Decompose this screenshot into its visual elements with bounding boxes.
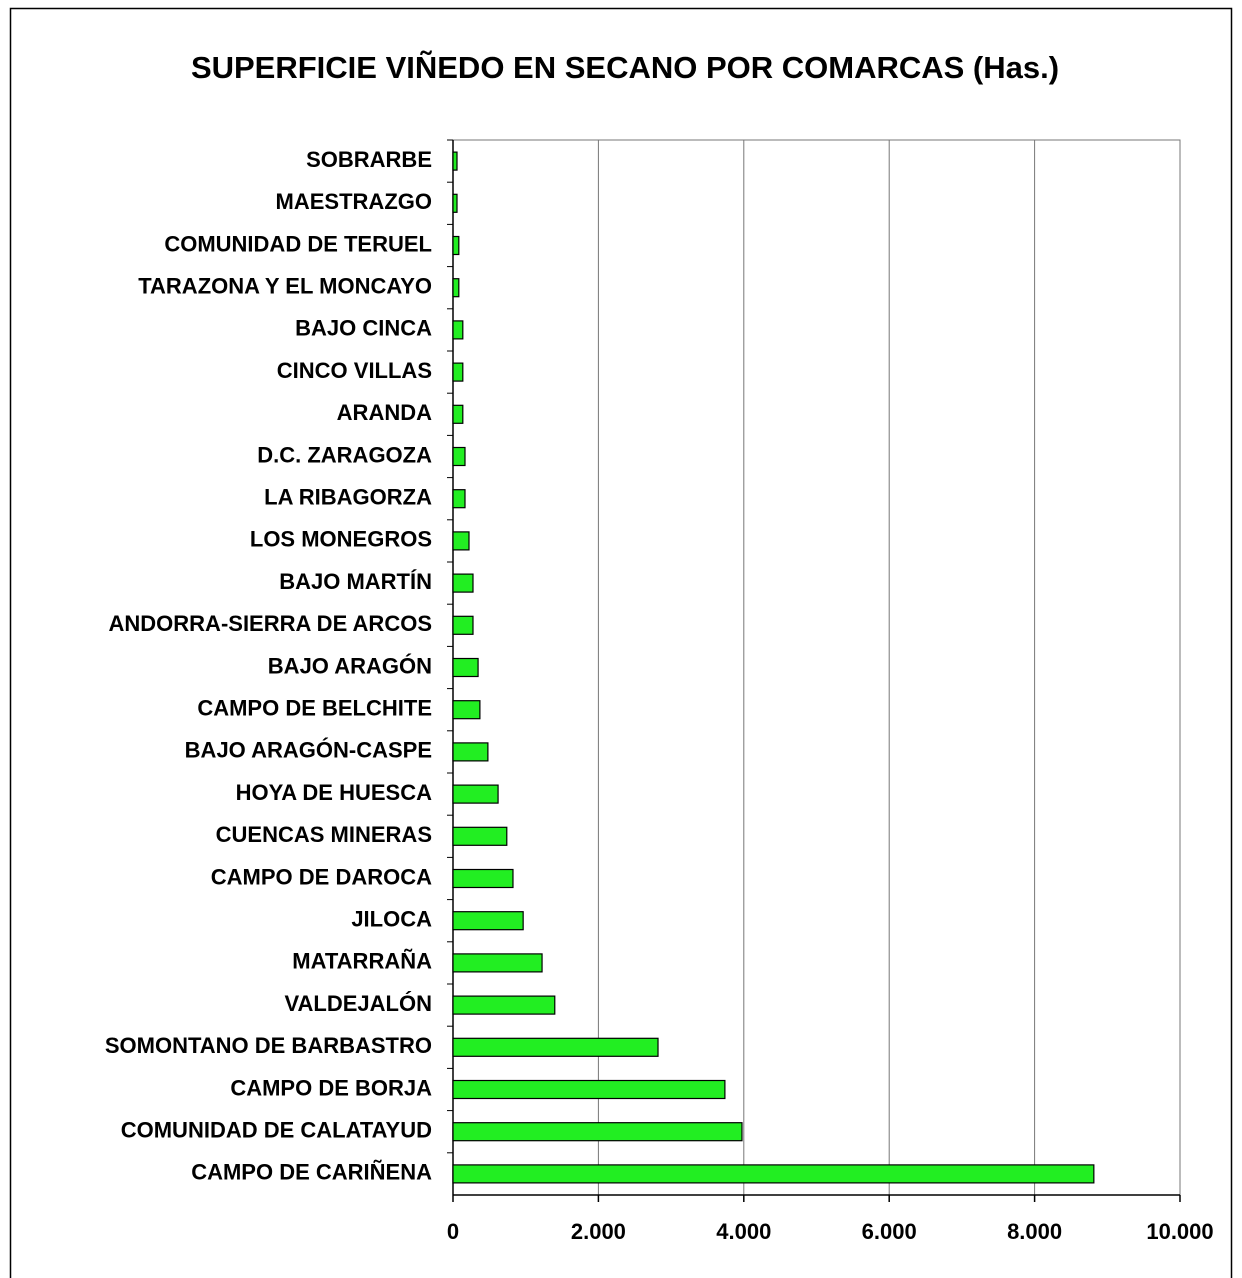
y-tick-label: BAJO MARTÍN	[279, 569, 432, 594]
bar	[452, 826, 508, 846]
y-tick-label: SOBRARBE	[306, 147, 432, 172]
y-tick-label: MATARRAÑA	[292, 949, 432, 974]
bar	[452, 953, 543, 973]
bar	[452, 235, 460, 256]
bar	[452, 911, 524, 931]
y-tick-label: CAMPO DE BELCHITE	[197, 696, 432, 721]
bar	[452, 995, 556, 1015]
chart-title: SUPERFICIE VIÑEDO EN SECANO POR COMARCAS…	[191, 50, 1059, 85]
bar	[452, 1037, 659, 1057]
y-tick-label: HOYA DE HUESCA	[236, 780, 433, 805]
y-tick-label: JILOCA	[351, 907, 432, 932]
bar	[452, 573, 474, 593]
y-tick-label: LOS MONEGROS	[250, 527, 432, 552]
y-tick-label: BAJO ARAGÓN-CASPE	[185, 738, 432, 763]
y-tick-label: COMUNIDAD DE TERUEL	[164, 231, 432, 256]
y-tick-label: ANDORRA-SIERRA DE ARCOS	[109, 611, 433, 636]
bar	[452, 784, 499, 804]
y-tick-label: SOMONTANO DE BARBASTRO	[105, 1033, 432, 1058]
bar	[452, 193, 458, 213]
bar	[452, 446, 466, 467]
y-tick-label: CAMPO DE BORJA	[230, 1075, 432, 1100]
plot-area	[452, 139, 1181, 1196]
bar	[452, 868, 514, 889]
bar	[452, 1122, 743, 1142]
y-tick-label: CUENCAS MINERAS	[216, 822, 432, 847]
y-tick-label: CINCO VILLAS	[277, 358, 432, 383]
bar	[452, 700, 481, 720]
bar	[452, 657, 479, 678]
bar	[452, 742, 489, 762]
y-tick-label: BAJO CINCA	[295, 316, 432, 341]
bar	[452, 320, 464, 340]
x-tick-label: 6.000	[862, 1219, 917, 1244]
bar	[452, 615, 474, 635]
y-tick-label: CAMPO DE CARIÑENA	[191, 1160, 432, 1185]
bar	[452, 362, 464, 382]
y-tick-label: ARANDA	[337, 400, 432, 425]
bar	[452, 489, 466, 509]
y-tick-label: MAESTRAZGO	[276, 189, 432, 214]
x-tick-label: 4.000	[716, 1219, 771, 1244]
frame	[9, 7, 1233, 1278]
y-tick-label: CAMPO DE DAROCA	[211, 864, 432, 889]
x-tick-label: 2.000	[571, 1219, 626, 1244]
bar	[452, 278, 460, 298]
x-tick-label: 0	[447, 1219, 459, 1244]
y-tick-label: LA RIBAGORZA	[264, 485, 432, 510]
y-tick-label: VALDEJALÓN	[285, 991, 433, 1016]
x-tick-label: 10.000	[1146, 1219, 1213, 1244]
y-tick-label: D.C. ZARAGOZA	[257, 442, 432, 467]
bar	[452, 1164, 1095, 1184]
y-tick-label: TARAZONA Y EL MONCAYO	[138, 274, 432, 299]
x-tick-label: 8.000	[1007, 1219, 1062, 1244]
bar	[452, 404, 464, 424]
bar	[452, 1079, 726, 1100]
bar	[452, 151, 458, 171]
y-tick-label: BAJO ARAGÓN	[268, 653, 432, 678]
y-tick-label: COMUNIDAD DE CALATAYUD	[121, 1118, 432, 1143]
bar	[452, 531, 470, 551]
